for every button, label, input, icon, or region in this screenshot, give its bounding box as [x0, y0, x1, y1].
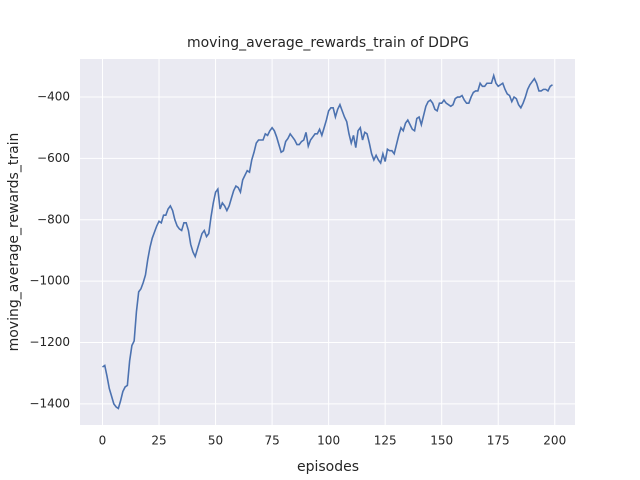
x-tick-label: 125 [374, 434, 397, 448]
plot-area [80, 59, 575, 425]
y-tick-label: −600 [37, 151, 70, 165]
x-tick-label: 150 [430, 434, 453, 448]
y-tick-label: −1000 [29, 274, 70, 288]
x-tick-label: 100 [317, 434, 340, 448]
x-tick-label: 0 [99, 434, 107, 448]
line [102, 72, 553, 410]
x-tick-label: 75 [264, 434, 279, 448]
y-axis-label: moving_average_rewards_train [6, 133, 22, 352]
x-tick-label: 175 [487, 434, 510, 448]
x-tick-label: 25 [151, 434, 166, 448]
x-tick-label: 50 [208, 434, 223, 448]
x-tick-label: 200 [543, 434, 566, 448]
y-tick-label: −1400 [29, 396, 70, 410]
x-axis-label: episodes [297, 459, 359, 475]
y-tick-label: −1200 [29, 335, 70, 349]
chart-title: moving_average_rewards_train of DDPG [187, 35, 469, 51]
y-tick-label: −800 [37, 212, 70, 226]
y-tick-label: −400 [37, 90, 70, 104]
